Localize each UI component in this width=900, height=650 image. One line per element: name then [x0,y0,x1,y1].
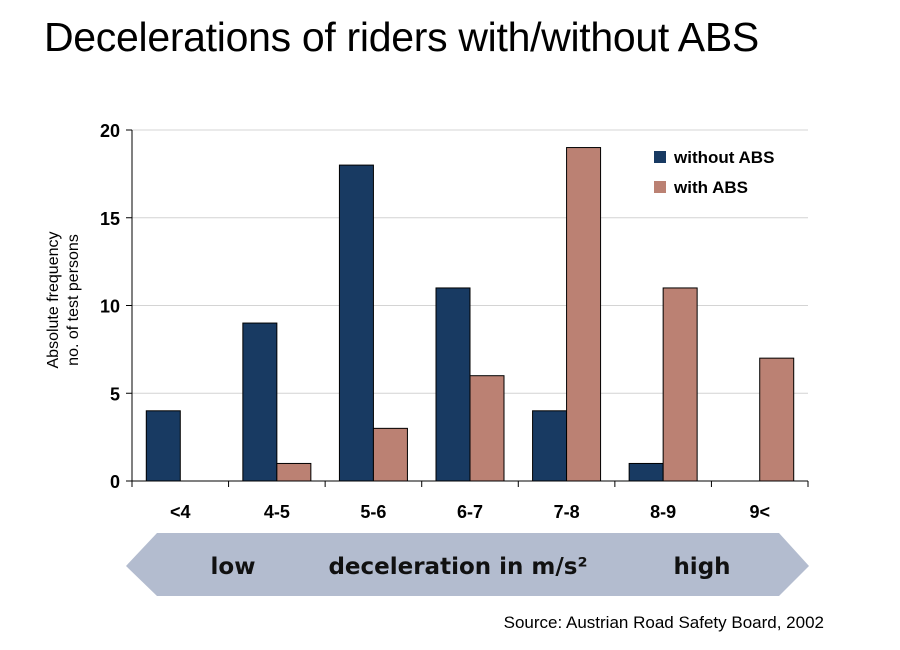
chart-title: Decelerations of riders with/without ABS [44,14,759,60]
bar-with-abs-5 [662,287,698,482]
deceleration-arrow: low deceleration in m/s² high [126,533,809,596]
legend-swatch-0 [654,151,666,163]
legend-label-0: without ABS [673,148,774,167]
y-tick-label: 15 [100,209,120,229]
bar-without-abs-1 [242,322,278,482]
y-axis-label-line-1: Absolute frequency [45,232,62,369]
legend-label-1: with ABS [673,178,748,197]
y-tick-label: 0 [110,472,120,492]
x-tick-label: 8-9 [650,502,676,522]
y-axis-label: Absolute frequency no. of test persons [45,232,82,369]
bar-with-abs-6 [759,357,795,482]
source-note: Source: Austrian Road Safety Board, 2002 [503,613,824,632]
bars [145,147,795,482]
arrow-center-label: deceleration in m/s² [328,554,587,580]
bar-without-abs-3 [435,287,471,482]
bar-with-abs-2 [372,427,408,482]
bar-with-abs-1 [276,462,312,482]
double-arrow-shape [126,533,809,596]
legend: without ABS with ABS [654,148,774,197]
arrow-high-label: high [673,554,730,580]
x-tick-label: 4-5 [264,502,290,522]
y-tick-label: 10 [100,297,120,317]
bar-with-abs-4 [566,147,602,482]
legend-swatch-1 [654,181,666,193]
bar-without-abs-2 [338,164,374,482]
x-tick-label: 9< [749,502,770,522]
x-tick-label: 6-7 [457,502,483,522]
y-tick-label: 20 [100,121,120,141]
x-tick-labels: <4 4-5 5-6 6-7 7-8 8-9 9< [131,481,809,522]
x-tick-label: <4 [170,502,191,522]
x-tick-label: 7-8 [554,502,580,522]
y-tick-labels: 0 5 10 15 20 [100,121,132,492]
bar-without-abs-5 [628,462,664,482]
y-axis-label-line-2: no. of test persons [65,234,82,366]
arrow-low-label: low [211,554,256,580]
bar-without-abs-0 [145,410,181,482]
x-tick-label: 5-6 [360,502,386,522]
bar-without-abs-4 [532,410,568,482]
bar-with-abs-3 [469,375,505,482]
y-tick-label: 5 [110,384,120,404]
